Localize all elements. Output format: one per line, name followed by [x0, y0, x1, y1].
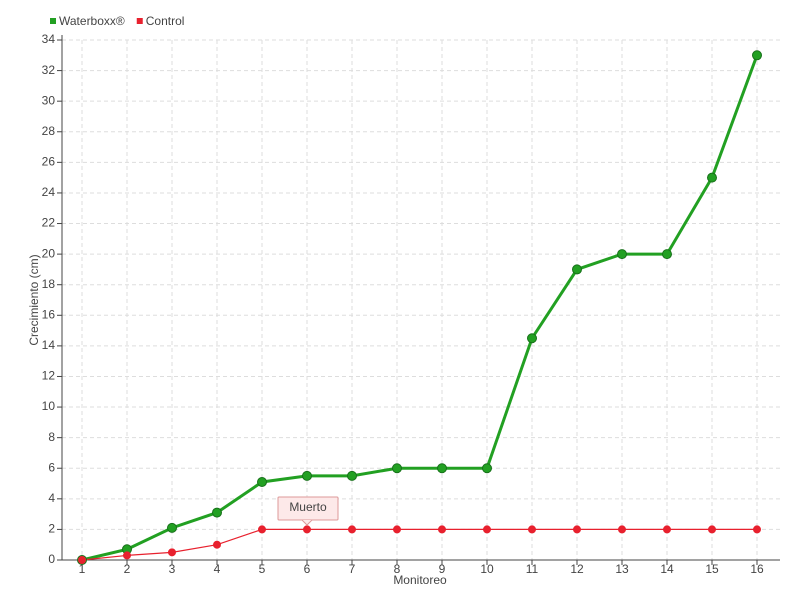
- point: [392, 463, 402, 474]
- point: [167, 522, 177, 533]
- point: [213, 540, 221, 549]
- y-tick-label: 6: [48, 460, 55, 474]
- y-tick-label: 0: [48, 552, 55, 566]
- x-tick-label: 15: [705, 562, 719, 576]
- y-tick-label: 22: [42, 216, 56, 230]
- legend-label: Control: [146, 14, 185, 28]
- point: [753, 525, 761, 534]
- x-tick-label: 8: [394, 562, 401, 576]
- point: [168, 548, 176, 557]
- x-tick-label: 13: [615, 562, 629, 576]
- x-tick-label: 11: [526, 562, 539, 576]
- point: [707, 172, 717, 183]
- y-tick-label: 32: [42, 63, 56, 77]
- point: [258, 525, 266, 534]
- point: [483, 525, 491, 534]
- y-tick-label: 2: [48, 522, 55, 536]
- point: [347, 470, 357, 481]
- x-tick-label: 12: [570, 562, 584, 576]
- point: [752, 50, 762, 61]
- point: [663, 525, 671, 534]
- y-tick-label: 26: [42, 155, 56, 169]
- point: [528, 525, 536, 534]
- y-tick-label: 8: [48, 430, 55, 444]
- legend-label: Waterboxx®: [59, 14, 125, 28]
- y-tick-label: 12: [42, 369, 56, 383]
- y-tick-label: 16: [42, 307, 56, 321]
- point: [662, 249, 672, 260]
- x-axis-label: Monitoreo: [393, 573, 447, 587]
- point: [393, 525, 401, 534]
- x-tick-label: 10: [480, 562, 494, 576]
- point: [617, 249, 627, 260]
- point: [573, 525, 581, 534]
- y-tick-label: 30: [42, 93, 56, 107]
- point: [708, 525, 716, 534]
- annotation: Muerto: [277, 496, 339, 526]
- legend-swatch: [136, 18, 143, 24]
- point: [348, 525, 356, 534]
- point: [437, 463, 447, 474]
- y-tick-label: 4: [48, 491, 55, 505]
- point: [527, 333, 537, 344]
- x-tick-label: 4: [214, 562, 221, 576]
- x-tick-label: 5: [259, 562, 266, 576]
- legend-swatch: [50, 18, 56, 24]
- point: [123, 551, 131, 560]
- x-tick-label: 7: [349, 562, 356, 576]
- y-tick-label: 20: [42, 246, 56, 260]
- x-tick-label: 3: [169, 562, 176, 576]
- x-tick-label: 9: [439, 562, 446, 576]
- x-tick-label: 1: [79, 562, 86, 576]
- series-line: [81, 54, 759, 562]
- point: [438, 525, 446, 534]
- point: [303, 525, 311, 534]
- series-line: [81, 528, 757, 561]
- point: [257, 477, 267, 487]
- y-tick-label: 28: [42, 124, 56, 138]
- point: [78, 556, 86, 564]
- y-axis-label: Crecimiento (cm): [27, 254, 41, 345]
- annotation-pointer: [301, 519, 313, 526]
- y-tick-label: 34: [42, 32, 56, 46]
- point: [212, 507, 222, 518]
- x-tick-label: 2: [124, 562, 131, 576]
- y-tick-label: 10: [42, 399, 56, 413]
- point: [572, 264, 582, 275]
- point: [302, 470, 312, 481]
- y-tick-label: 14: [42, 338, 56, 352]
- point: [618, 525, 626, 534]
- y-tick-label: 18: [42, 277, 56, 291]
- x-tick-label: 14: [660, 562, 674, 576]
- x-tick-label: 16: [750, 562, 764, 576]
- y-tick-label: 24: [42, 185, 56, 199]
- point: [482, 463, 492, 474]
- annotation-text: Muerto: [289, 500, 327, 514]
- x-tick-label: 6: [304, 562, 311, 576]
